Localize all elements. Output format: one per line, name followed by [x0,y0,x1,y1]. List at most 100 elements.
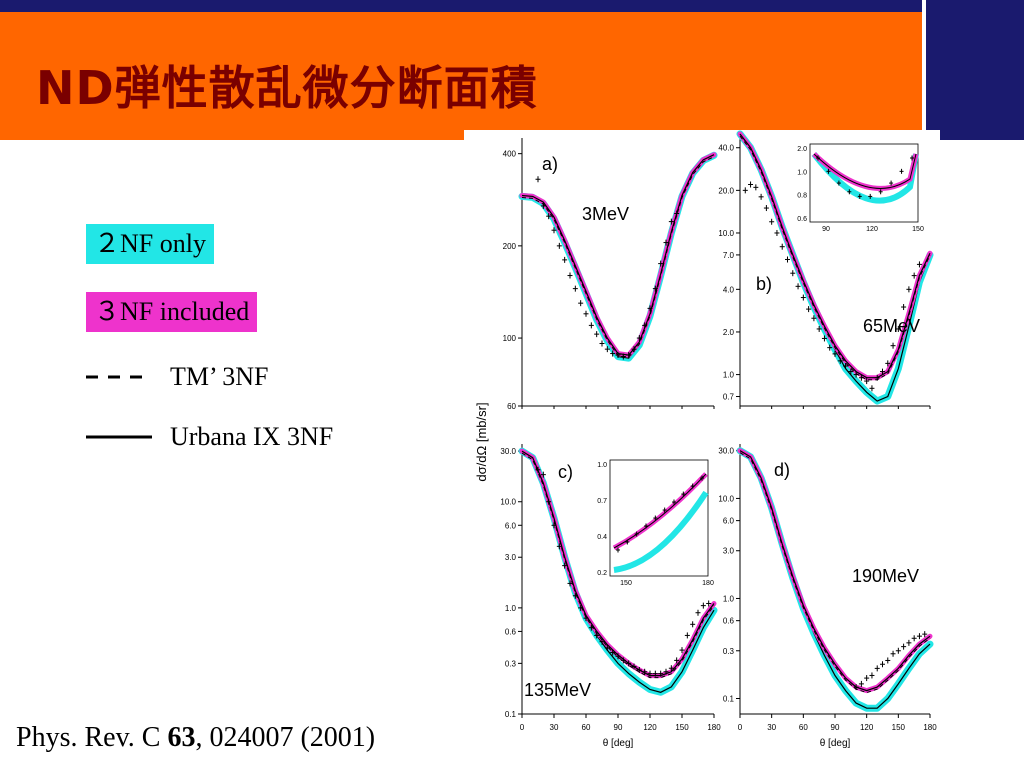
inset-x-tick-label: 150 [912,226,924,233]
data-point [652,285,658,292]
series-line [739,450,931,692]
data-point [763,205,769,212]
energy-label: 65MeV [863,316,920,336]
y-tick-label: 2.0 [723,328,735,337]
data-point [695,609,701,616]
y-tick-label: 3.0 [723,547,735,556]
top-bar [0,0,1024,12]
legend-urbana-label: Urbana IX 3NF [170,422,334,451]
y-tick-label: 0.7 [723,393,735,402]
y-tick-label: 200 [503,242,517,251]
inset-data-point [616,547,620,553]
data-point [631,346,637,353]
data-point [599,340,605,347]
data-point [551,522,557,529]
inset-y-tick-label: 1.0 [797,169,807,176]
data-point [594,331,600,338]
inset-data-point [653,515,658,521]
inset-data-point [700,475,704,481]
inset-y-tick-label: 0.6 [797,216,807,223]
y-tick-label: 10.0 [718,229,734,238]
inset-data-point [889,180,894,186]
reference-citation: Phys. Rev. C 63, 024007 (2001) [16,722,375,754]
data-point [916,633,922,640]
inset-x-tick-label: 120 [866,226,878,233]
x-tick-label: 120 [643,723,657,732]
inset-data-point [910,155,914,161]
series-band-3nf-included [519,152,717,358]
data-point [588,624,594,631]
data-point [911,272,917,279]
inset-data-point [662,507,667,513]
panel-d: 30.0 10.0 6.0 3.0 1.0 0.6 0.3 0.1 0 30 60 90 120 150 1… [718,444,937,749]
data-point [615,352,621,359]
data-point [906,286,912,293]
data-point [795,283,801,290]
legend-tm-label: TM’ 3NF [170,362,269,391]
inset-data-point [899,168,904,174]
y-tick-label: 0.3 [505,659,517,668]
data-point [869,672,875,679]
data-point [556,242,562,249]
data-point [562,256,568,263]
legend-2nf-only: ２NF only [86,224,214,264]
data-point [684,632,690,639]
data-point [832,350,838,357]
data-point [572,592,578,599]
inset-x-tick-label: 90 [822,226,830,233]
y-tick-label: 30.0 [500,447,516,456]
data-point [753,184,759,191]
data-point [636,666,642,673]
data-point [911,635,917,642]
inset-line [813,153,917,189]
y-tick-label: 7.0 [723,251,735,260]
data-point [674,657,680,664]
data-point [800,294,806,301]
data-point [647,670,653,677]
x-tick-label: 60 [582,723,591,732]
data-point [843,362,849,369]
inset-y-tick-label: 0.7 [597,498,607,505]
data-point [674,210,680,217]
inset-data-point [634,531,639,537]
data-point [583,615,589,622]
data-point [642,322,648,329]
energy-label: 190MeV [852,566,919,586]
data-point [821,335,827,342]
corner-decoration [926,12,1024,140]
data-point [880,368,885,375]
data-point [774,229,780,236]
data-point [626,352,632,359]
data-point [827,344,833,351]
data-point [901,643,907,650]
data-point [906,639,912,646]
data-point [890,342,896,349]
data-point [837,357,843,364]
inset-y-tick-label: 0.2 [597,570,607,577]
panel-label: d) [774,460,790,480]
data-point [658,670,664,677]
y-tick-label: 40.0 [718,144,734,153]
inset-y-tick-label: 0.4 [597,534,607,541]
data-point [620,353,626,360]
data-point [864,675,870,682]
data-point [599,638,605,645]
data-point [706,600,712,607]
inset-data-point [681,491,686,497]
data-point [556,543,562,550]
y-tick-label: 1.0 [505,604,517,613]
data-point [535,176,541,183]
data-point [874,374,880,381]
x-tick-label: 120 [860,723,874,732]
panel-label: c) [558,462,573,482]
y-tick-label: 0.6 [505,627,517,636]
data-point [858,680,864,687]
inset-data-point [878,189,883,195]
data-point [869,385,875,392]
data-point [668,665,674,672]
inset-y-tick-label: 0.8 [797,193,807,200]
inset-data-point [857,193,862,199]
data-point [583,310,589,317]
data-point [806,306,812,313]
inset-y-tick-label: 1.0 [597,462,607,469]
